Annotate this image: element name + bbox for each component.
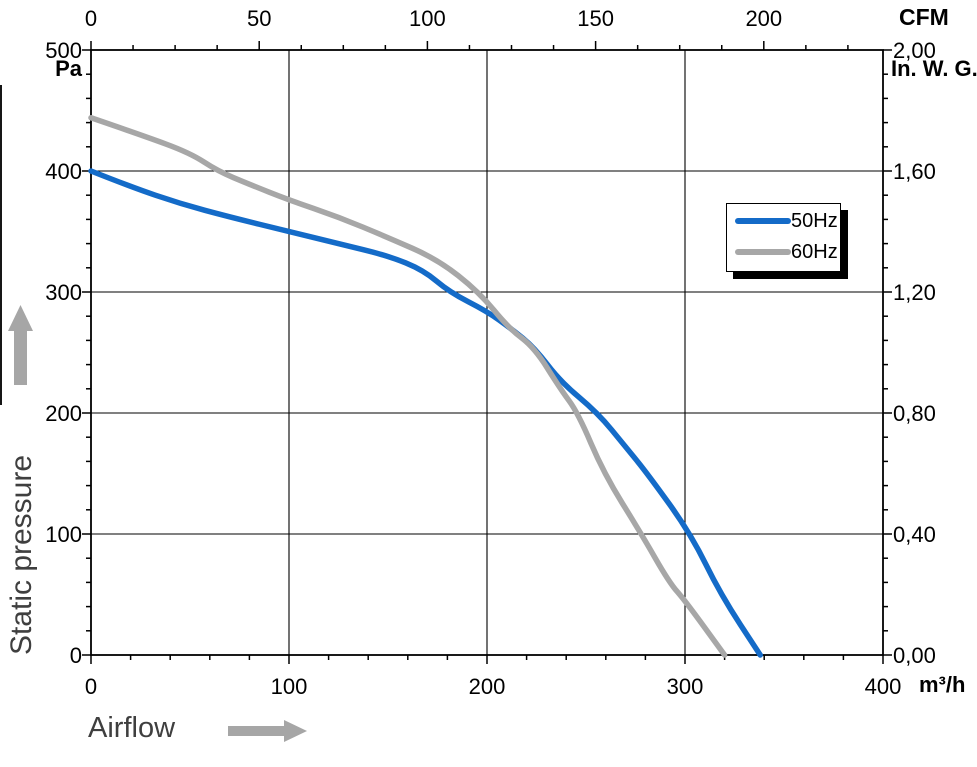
airflow-arrow-right-icon [284,720,307,742]
bottom-axis-tick-label: 400 [865,674,902,699]
left-axis-tick-label: 200 [45,401,82,426]
right-axis-unit-label: In. W. G. [891,56,977,81]
legend-item-50hz: 50Hz [727,210,840,232]
static-pressure-arrow-shaft [14,331,27,385]
bottom-axis-unit-label: m³/h [919,672,966,697]
bottom-axis-tick-label: 0 [85,674,97,699]
left-axis-tick-label: 300 [45,280,82,305]
right-axis-tick-label: 2,00 [893,38,936,63]
bottom-axis-tick-label: 100 [271,674,308,699]
top-axis-tick-label: 150 [577,6,614,31]
legend-label-50hz: 50Hz [791,209,838,232]
left-axis-tick-label: 100 [45,522,82,547]
left-axis-unit-label: Pa [55,56,82,81]
left-axis-tick-label: 0 [70,643,82,668]
top-axis-unit-label: CFM [899,4,949,30]
x-axis-title: Airflow [88,712,176,744]
top-axis-tick-label: 200 [745,6,782,31]
legend-line-60hz-icon [735,249,791,255]
airflow-arrow-shaft [228,726,284,736]
legend-label-60hz: 60Hz [791,240,838,263]
right-axis-tick-label: 1,60 [893,159,936,184]
right-axis-tick-label: 1,20 [893,280,936,305]
right-axis-tick-label: 0,40 [893,522,936,547]
legend-box: 50Hz 60Hz [726,203,841,272]
legend-item-60hz: 60Hz [727,241,840,263]
y-axis-title: Static pressure [5,454,38,656]
left-axis-tick-label: 400 [45,159,82,184]
right-axis-tick-label: 0,00 [893,643,936,668]
curve-50hz [88,168,763,658]
bottom-axis-tick-label: 200 [469,674,506,699]
top-axis-tick-label: 50 [247,6,271,31]
legend-line-50hz-icon [735,218,791,224]
left-axis-tick-label: 500 [45,38,82,63]
right-axis-tick-label: 0,80 [893,401,936,426]
top-axis-tick-label: 0 [85,6,97,31]
scan-artifact-line [0,85,2,405]
curve-60hz [88,115,728,658]
bottom-axis-tick-label: 300 [667,674,704,699]
static-pressure-arrow-up-icon [8,305,33,331]
top-axis-tick-label: 100 [409,6,446,31]
